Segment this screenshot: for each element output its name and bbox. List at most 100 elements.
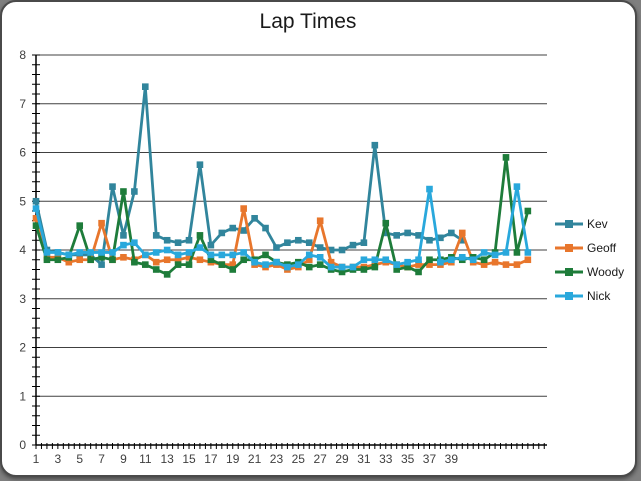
series-line-kev[interactable]	[34, 85, 464, 267]
series-marker-nick	[371, 256, 379, 264]
x-axis-label: 23	[270, 452, 284, 466]
series-marker-nick	[448, 256, 455, 264]
x-axis-label: 19	[226, 452, 240, 466]
series-marker-kev	[196, 161, 204, 168]
legend-label: Kev	[587, 217, 608, 231]
x-axis-label: 11	[139, 452, 152, 466]
series-marker-geoff	[32, 215, 40, 222]
x-axis-label: 33	[379, 452, 393, 466]
y-axis-label: 3	[19, 292, 26, 306]
series-marker-nick	[404, 258, 411, 266]
series-marker-woody	[240, 256, 247, 264]
series-marker-nick	[163, 246, 171, 254]
series-marker-kev	[163, 236, 171, 244]
chart-title: Lap Times	[259, 10, 357, 33]
series-marker-geoff	[120, 254, 127, 261]
series-marker-geoff	[163, 256, 171, 264]
y-axis-label: 4	[19, 243, 26, 257]
series-marker-nick	[295, 261, 302, 268]
x-axis-label: 35	[401, 452, 415, 466]
series-marker-nick	[43, 249, 51, 256]
series-marker-kev	[448, 229, 455, 237]
series-marker-nick	[54, 249, 62, 256]
x-axis-label: 37	[423, 452, 437, 466]
legend: Kev Geoff Woody Nick	[554, 216, 624, 304]
x-axis-label: 5	[76, 452, 83, 466]
series-marker-nick	[196, 244, 204, 251]
series-marker-woody	[152, 266, 160, 273]
series-marker-woody	[426, 256, 433, 264]
series-marker-woody	[382, 219, 390, 227]
series-marker-woody	[524, 207, 532, 215]
series-marker-nick	[262, 261, 269, 268]
series-marker-nick	[458, 254, 466, 261]
y-axis-label: 8	[19, 48, 26, 62]
series-marker-woody	[480, 256, 488, 264]
series-marker-nick	[524, 249, 532, 256]
series-marker-nick	[273, 258, 280, 266]
series-marker-geoff	[415, 261, 422, 268]
series-marker-nick	[152, 249, 160, 256]
x-axis-label: 15	[182, 452, 196, 466]
series-marker-kev	[109, 183, 116, 190]
series-marker-kev	[295, 236, 302, 244]
series-marker-woody	[174, 261, 182, 268]
series-marker-kev	[338, 246, 346, 254]
series-marker-woody	[131, 258, 138, 266]
series-marker-woody	[87, 256, 94, 264]
series-marker-nick	[98, 249, 105, 256]
series-marker-woody	[43, 256, 51, 264]
series-marker-woody	[32, 222, 40, 229]
series-marker-geoff	[513, 261, 521, 268]
series-marker-geoff	[229, 261, 237, 268]
series-marker-woody	[393, 266, 400, 273]
series-marker-woody	[415, 268, 422, 276]
series-marker-woody	[54, 256, 62, 264]
series-marker-kev	[437, 234, 444, 242]
series-marker-kev	[273, 244, 280, 251]
series-marker-kev	[316, 244, 324, 251]
series-marker-nick	[284, 263, 291, 271]
series-marker-geoff	[76, 256, 84, 264]
legend-label: Geoff	[587, 241, 617, 255]
series-marker-woody	[98, 254, 105, 261]
y-axis-label: 7	[19, 97, 26, 111]
series-marker-kev	[404, 229, 411, 237]
series-marker-kev	[415, 232, 422, 239]
legend-item-kev[interactable]: Kev	[554, 216, 624, 232]
y-axis-label: 0	[19, 438, 26, 452]
series-marker-nick	[174, 251, 182, 259]
series-line-geoff[interactable]	[34, 207, 530, 271]
series-marker-woody	[196, 232, 204, 239]
series-marker-woody	[338, 268, 346, 276]
series-marker-kev	[382, 229, 390, 237]
series-marker-nick	[469, 256, 477, 264]
series-marker-nick	[415, 256, 422, 264]
series-marker-geoff	[480, 261, 488, 268]
series-marker-geoff	[524, 256, 532, 264]
legend-item-geoff[interactable]: Geoff	[554, 240, 624, 256]
series-marker-kev	[98, 261, 105, 268]
series-marker-kev	[32, 197, 40, 205]
series-marker-geoff	[502, 261, 510, 268]
series-line-nick[interactable]	[34, 185, 530, 269]
series-marker-nick	[349, 263, 357, 271]
legend-swatch-icon	[555, 292, 583, 300]
series-marker-woody	[163, 271, 171, 278]
series-marker-woody	[404, 263, 411, 271]
legend-label: Nick	[587, 289, 611, 303]
legend-item-nick[interactable]: Nick	[554, 288, 624, 304]
legend-label: Woody	[587, 265, 625, 279]
series-marker-kev	[458, 236, 466, 244]
series-marker-nick	[491, 251, 499, 259]
legend-item-woody[interactable]: Woody	[554, 264, 624, 280]
x-axis-label: 3	[55, 452, 62, 466]
x-axis-label: 9	[120, 452, 127, 466]
series-marker-geoff	[426, 261, 433, 268]
series-marker-nick	[382, 256, 390, 264]
series-marker-woody	[316, 261, 324, 268]
x-axis-label: 29	[335, 452, 349, 466]
series-marker-nick	[305, 251, 313, 259]
